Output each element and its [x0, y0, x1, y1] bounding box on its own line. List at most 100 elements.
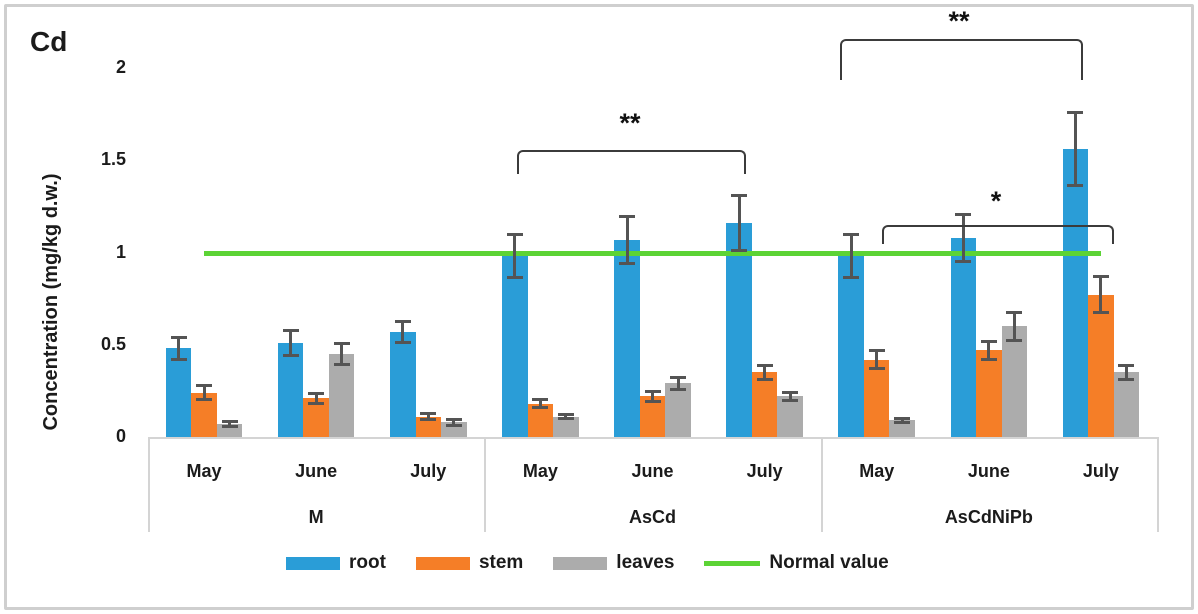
error-bar [452, 418, 456, 426]
error-bar-cap [333, 363, 350, 367]
error-bar-cap [532, 398, 549, 402]
error-bar-cap [868, 366, 885, 370]
month-label: June [631, 461, 674, 481]
stem-swatch-icon [415, 556, 470, 570]
error-bar-cap [894, 416, 911, 420]
legend-item-normal-value: Normal value [704, 552, 889, 574]
legend-label: stem [478, 552, 524, 573]
error-bar-cap [1006, 310, 1023, 314]
error-bar-cap [557, 417, 574, 421]
root-swatch-icon [286, 556, 340, 570]
error-bar-cap [506, 233, 523, 237]
error-bar [314, 392, 318, 404]
leaves-bar [777, 396, 803, 437]
error-bar [676, 377, 680, 390]
error-bar [401, 320, 405, 343]
error-bar [875, 350, 879, 369]
leaves-bar [1001, 326, 1028, 437]
normal-value-line-icon [704, 560, 761, 566]
legend-item-stem: stem [415, 552, 524, 574]
error-bar-cap [170, 357, 187, 361]
significance-label: ** [619, 108, 641, 138]
error-bar-cap [731, 248, 748, 252]
error-bar-cap [420, 418, 437, 422]
error-bar-cap [868, 349, 885, 353]
y-tick-label: 1 [115, 241, 126, 262]
category-divider [148, 437, 150, 532]
error-bar-cap [955, 212, 972, 216]
error-bar-cap [1118, 364, 1135, 368]
error-bar-cap [394, 319, 411, 323]
group-label: M [308, 507, 324, 527]
y-tick-label: 1.5 [100, 149, 126, 170]
stem-bar [976, 350, 1002, 437]
category-divider [820, 437, 823, 532]
error-bar-cap [1067, 111, 1084, 115]
significance-bracket [517, 150, 746, 174]
month-label: May [522, 461, 558, 481]
error-bar [564, 413, 568, 420]
significance-label: ** [932, 8, 986, 35]
significance-label: * [990, 186, 1002, 216]
error-bar-cap [445, 417, 462, 421]
error-bar-cap [980, 340, 997, 344]
stem-bar [751, 372, 778, 437]
leaves-bar [1113, 372, 1140, 437]
error-bar-cap [557, 412, 574, 416]
month-label: July [1082, 461, 1119, 481]
month-label: May [859, 461, 895, 481]
error-bar-cap [445, 423, 462, 427]
error-bar-cap [955, 259, 972, 263]
error-bar-cap [282, 353, 299, 357]
error-bar-cap [308, 401, 325, 405]
error-bar-cap [843, 276, 860, 280]
error-bar [228, 421, 232, 427]
month-label: June [295, 461, 338, 481]
category-divider [1157, 437, 1159, 532]
error-bar-cap [619, 261, 635, 265]
leaves-bar [328, 353, 355, 437]
root-bar [277, 342, 304, 437]
legend-label: root [349, 552, 386, 573]
leaves-bar [665, 383, 691, 437]
root-bar [390, 331, 416, 437]
error-bar-cap [644, 389, 661, 393]
error-bar-cap [394, 340, 411, 344]
root-bar [950, 237, 977, 437]
legend-item-leaves: leaves [553, 552, 674, 574]
error-bar [202, 385, 206, 401]
error-bar-cap [308, 391, 325, 395]
legend-item-root: root [286, 552, 386, 574]
error-bar-cap [782, 399, 799, 403]
leaves-swatch-icon [553, 556, 608, 570]
error-bar [289, 329, 293, 356]
month-label: May [186, 461, 222, 481]
error-bar-cap [843, 233, 860, 237]
error-bar-cap [894, 421, 911, 425]
root-bar [614, 239, 640, 437]
error-bar [737, 195, 741, 251]
error-bar [1099, 276, 1103, 314]
error-bar-cap [731, 194, 748, 198]
stem-bar [1088, 294, 1114, 437]
legend-label: leaves [616, 552, 675, 573]
stem-bar [415, 416, 442, 437]
error-bar [763, 365, 767, 380]
x-axis-line [148, 437, 1157, 439]
error-bar [340, 342, 344, 366]
error-bar [625, 215, 629, 264]
error-bar-cap [1067, 184, 1084, 188]
month-label: July [746, 461, 783, 481]
error-bar-cap [644, 399, 661, 403]
error-bar-cap [333, 341, 350, 345]
error-bar-cap [619, 214, 635, 218]
error-bar-cap [670, 387, 686, 391]
error-bar [538, 399, 542, 409]
legend-label: Normal value [769, 552, 889, 573]
root-bar [165, 348, 192, 437]
normal-value-line [204, 250, 1101, 256]
error-bar [900, 417, 904, 424]
error-bar-cap [1006, 339, 1023, 343]
significance-bracket [840, 39, 1083, 80]
stem-bar [863, 359, 890, 437]
